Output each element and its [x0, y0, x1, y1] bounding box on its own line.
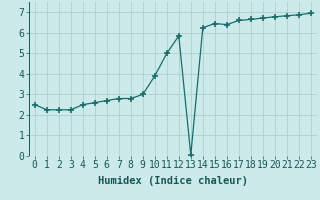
X-axis label: Humidex (Indice chaleur): Humidex (Indice chaleur) — [98, 176, 248, 186]
